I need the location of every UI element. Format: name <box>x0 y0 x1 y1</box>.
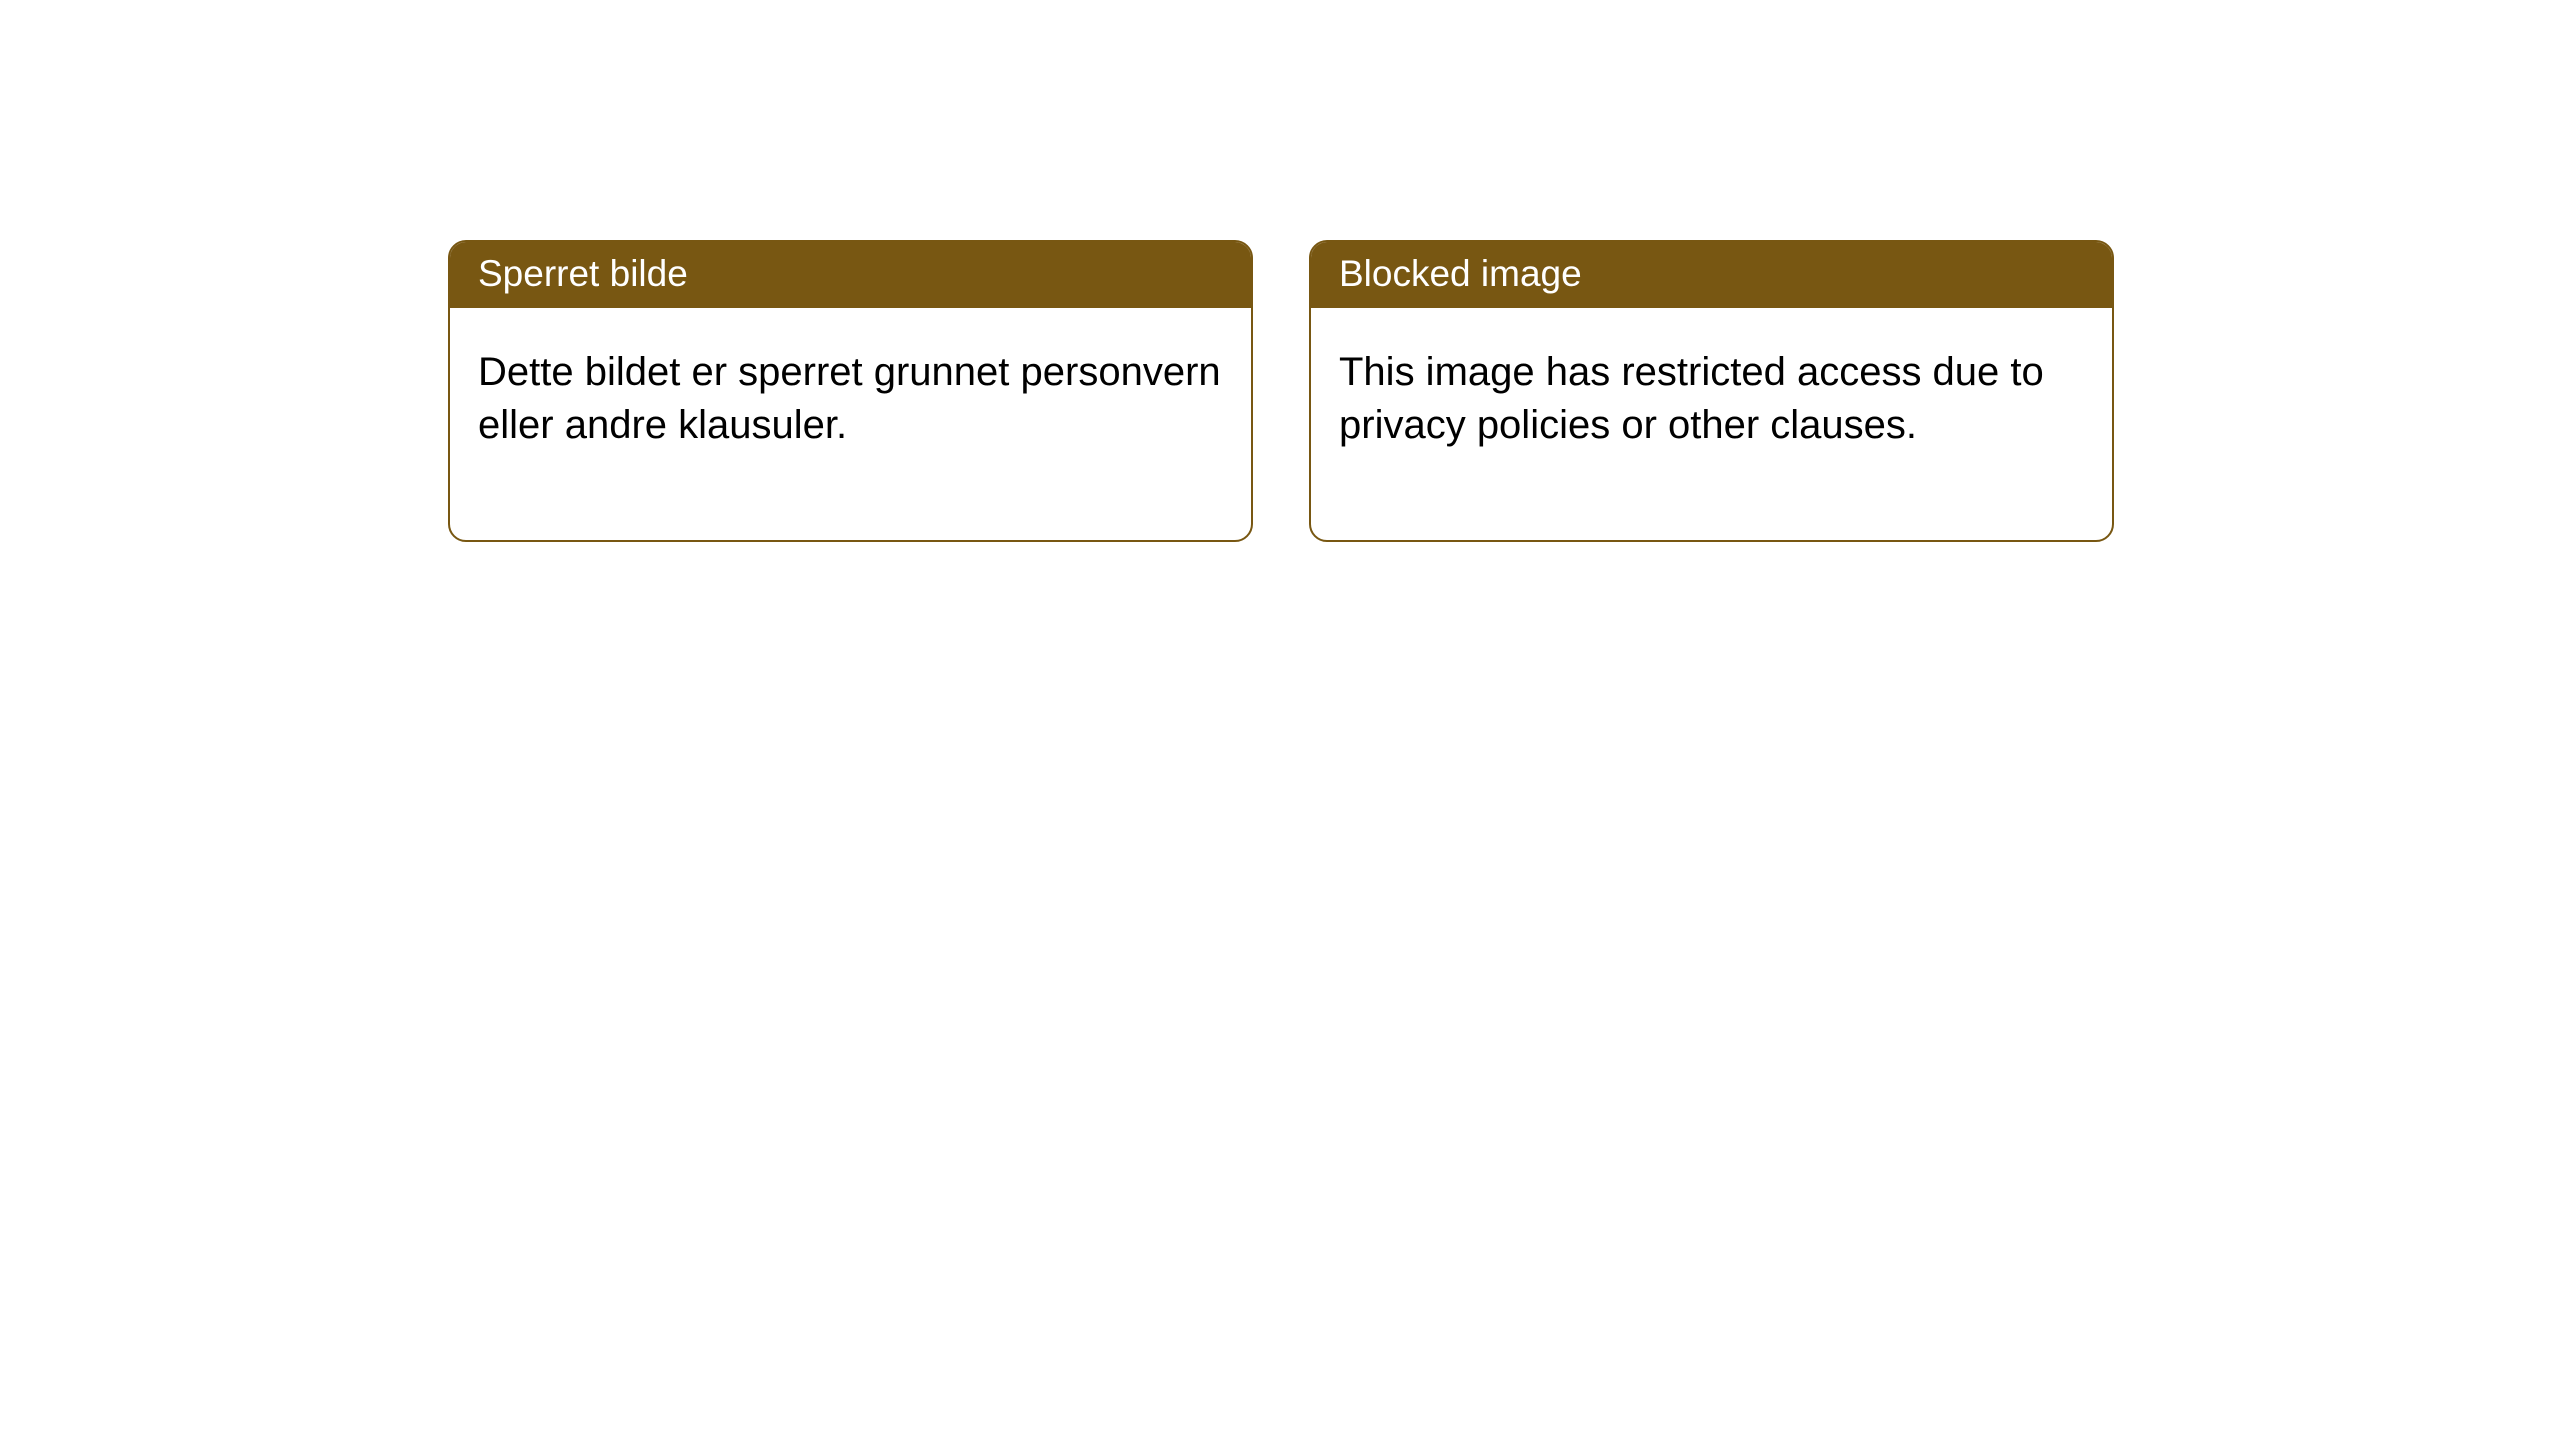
notice-box-norwegian: Sperret bilde Dette bildet er sperret gr… <box>448 240 1253 542</box>
notice-container: Sperret bilde Dette bildet er sperret gr… <box>0 0 2560 542</box>
notice-header: Sperret bilde <box>450 242 1251 308</box>
notice-box-english: Blocked image This image has restricted … <box>1309 240 2114 542</box>
notice-body: This image has restricted access due to … <box>1311 308 2112 540</box>
notice-header: Blocked image <box>1311 242 2112 308</box>
notice-body: Dette bildet er sperret grunnet personve… <box>450 308 1251 540</box>
